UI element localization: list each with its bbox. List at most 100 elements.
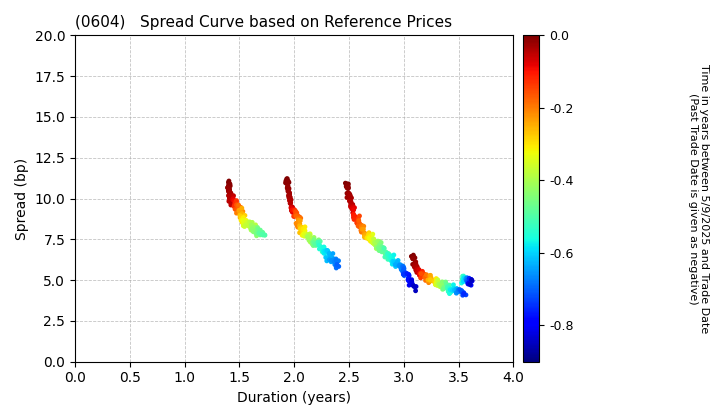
Point	[464, 281, 476, 288]
Point	[430, 281, 441, 288]
Point	[368, 236, 379, 243]
Point	[379, 245, 390, 252]
Y-axis label: Spread (bp): Spread (bp)	[15, 158, 29, 239]
Point	[226, 192, 238, 199]
Point	[333, 263, 345, 270]
Point	[231, 201, 243, 208]
Point	[254, 228, 266, 235]
Point	[246, 221, 258, 228]
Point	[346, 202, 357, 209]
Point	[223, 180, 235, 187]
Point	[464, 281, 476, 288]
Point	[341, 183, 352, 189]
Point	[431, 275, 442, 282]
Point	[418, 271, 430, 278]
Point	[346, 194, 357, 201]
Point	[253, 227, 264, 234]
Point	[229, 202, 240, 209]
Point	[368, 240, 379, 247]
Point	[323, 250, 335, 257]
Point	[329, 261, 341, 268]
Point	[328, 259, 340, 265]
Point	[325, 255, 337, 261]
Point	[248, 225, 259, 232]
Point	[403, 271, 415, 278]
Point	[254, 229, 266, 236]
Point	[423, 279, 434, 286]
Point	[330, 257, 342, 264]
Point	[323, 250, 335, 257]
Point	[399, 269, 410, 276]
Point	[374, 244, 385, 251]
Point	[400, 270, 411, 276]
Point	[224, 193, 235, 200]
Point	[238, 215, 249, 222]
Point	[411, 266, 423, 273]
Point	[330, 258, 341, 265]
Point	[435, 282, 446, 289]
Point	[405, 279, 417, 286]
Point	[246, 226, 258, 233]
Point	[315, 238, 326, 245]
Point	[356, 223, 367, 230]
Point	[287, 204, 298, 211]
Point	[248, 224, 260, 231]
Point	[366, 235, 378, 242]
Point	[228, 203, 240, 210]
Point	[431, 281, 442, 288]
Point	[295, 215, 307, 221]
Point	[304, 232, 315, 239]
Point	[253, 230, 264, 236]
Point	[318, 245, 329, 252]
Point	[313, 242, 325, 249]
Point	[446, 288, 457, 295]
Point	[410, 262, 422, 269]
Point	[373, 247, 384, 254]
Point	[230, 200, 241, 207]
Point	[374, 242, 385, 249]
Point	[222, 179, 234, 186]
Point	[341, 185, 353, 192]
Point	[343, 193, 354, 199]
Point	[362, 233, 374, 239]
Point	[224, 195, 235, 202]
Point	[223, 192, 235, 199]
Point	[441, 285, 453, 291]
Point	[374, 238, 385, 245]
Point	[296, 224, 307, 231]
Point	[438, 281, 449, 287]
Point	[344, 192, 356, 198]
Point	[297, 225, 308, 232]
Point	[405, 253, 417, 260]
Point	[412, 268, 423, 275]
Point	[302, 234, 314, 241]
Point	[426, 275, 437, 281]
Point	[292, 215, 304, 222]
Point	[409, 284, 420, 290]
Point	[236, 212, 248, 218]
Point	[230, 210, 242, 217]
Point	[292, 224, 304, 231]
Point	[407, 253, 418, 260]
Point	[441, 281, 452, 288]
Point	[444, 290, 455, 297]
Point	[398, 272, 410, 278]
Point	[228, 192, 239, 199]
Point	[410, 259, 421, 266]
Point	[398, 265, 410, 272]
Point	[331, 261, 343, 268]
Point	[385, 252, 397, 259]
Point	[431, 278, 442, 284]
Point	[233, 207, 245, 214]
Point	[307, 239, 318, 245]
Point	[369, 241, 380, 247]
Point	[343, 192, 355, 199]
Point	[330, 263, 342, 270]
Point	[395, 266, 407, 273]
Point	[303, 234, 315, 240]
Point	[412, 264, 423, 270]
Point	[387, 258, 398, 265]
Point	[402, 275, 414, 282]
Point	[283, 186, 294, 193]
Point	[300, 231, 311, 238]
